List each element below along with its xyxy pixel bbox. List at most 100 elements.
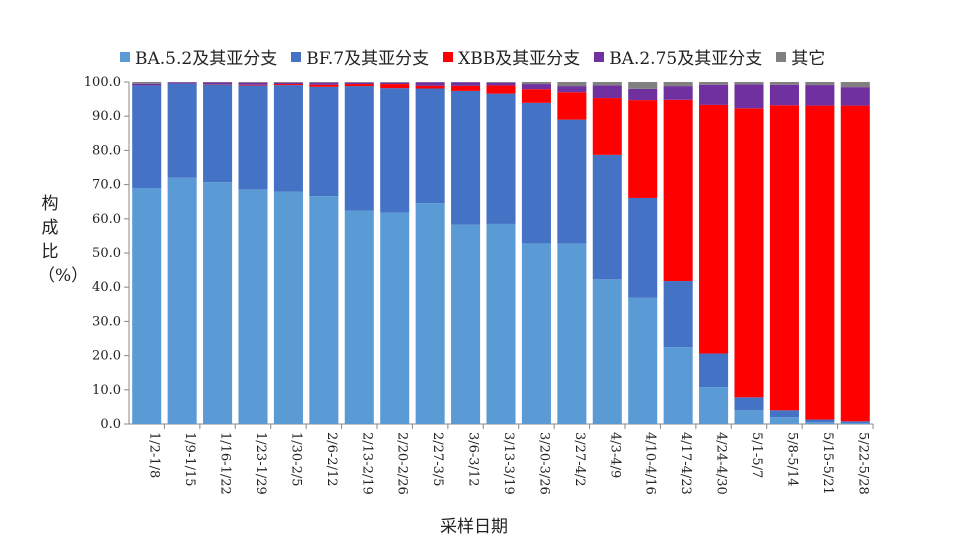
bar-segment [238,189,268,424]
bar-segment [380,82,410,83]
x-tick-label: 4/10-4/16 [643,432,658,495]
bar-segment [628,297,658,424]
bar-segment [309,84,339,87]
bar-segment [840,82,870,88]
bar-segment [415,85,445,89]
legend-swatch-other [776,51,787,62]
bar-segment [273,85,303,192]
bar-segment [734,84,764,109]
x-tick-label: 1/30-2/5 [288,432,303,487]
bar-segment [699,82,729,85]
bar-segment [628,88,658,101]
bar-segment [238,84,268,86]
y-tick-label: 70.0 [92,178,121,193]
bar-segment [769,84,799,106]
y-tick-label: 100.0 [84,75,121,90]
legend-swatch-xbb [443,51,454,62]
bar-segment [805,82,835,86]
bar-segment [380,212,410,424]
x-tick-label: 1/2-1/8 [147,432,162,478]
legend-label-xbb: XBB及其亚分支 [458,49,581,69]
bar-segment [486,85,516,94]
bar-segment [769,105,799,411]
bar-segment [415,82,445,86]
bar-segment [699,353,729,388]
legend-item-xbb: XBB及其亚分支 [443,44,580,69]
bar-segment [309,82,339,83]
bar-segment [734,108,764,398]
bar-segment [699,104,729,354]
bar-segment [344,84,374,87]
bar-segment [167,83,197,178]
bar-segment [557,92,587,120]
bar-segment [132,188,162,424]
bar-segment [592,279,622,424]
bar-segment [557,82,587,87]
x-tick-label: 3/27-4/2 [572,432,587,487]
bar-segment [380,84,410,89]
bar-segment [663,99,693,282]
bar-segment [309,82,339,85]
legend-item-ba52: BA.5.2及其亚分支 [120,44,277,69]
bar-segment [132,85,162,189]
y-tick-label: 0.0 [100,417,121,432]
bar-segment [628,82,658,89]
x-tick-label: 3/20-3/26 [536,432,551,495]
bar-segment [663,281,693,348]
bar-segment [486,93,516,224]
legend-item-ba275: BA.2.75及其亚分支 [594,44,762,69]
legend-swatch-ba52 [120,51,130,62]
legend-swatch-bf7 [291,51,302,62]
legend-swatch-ba275 [594,51,605,62]
bar-segment [167,82,197,84]
x-tick-label: 5/22-5/28 [855,432,870,495]
x-tick-label: 1/16-1/22 [218,432,233,495]
y-tick-label: 40.0 [92,280,121,295]
bar-segment [380,88,410,213]
bar-segment [238,82,268,85]
x-tick-label: 5/8-5/14 [784,432,799,487]
bar-segment [344,82,374,85]
y-tick-label: 80.0 [92,143,121,158]
y-tick-label: 60.0 [92,212,121,227]
y-tick-label: 30.0 [92,314,121,329]
bar-segment [557,86,587,93]
chart-legend: BA.5.2及其亚分支 BF.7及其亚分支 XBB及其亚分支 BA.2.75及其… [120,44,825,69]
bar-segment [592,85,622,99]
bar-segment [521,102,551,244]
bar-segment [805,85,835,106]
bar-segment [415,203,445,424]
bar-segment [203,84,233,183]
x-tick-label: 2/20-2/26 [395,432,410,495]
bar-segment [167,177,197,424]
bar-segment [380,82,410,85]
bar-segment [344,82,374,83]
x-tick-label: 3/6-3/12 [466,432,481,487]
bar-segment [521,84,551,90]
bar-segment [521,82,551,85]
x-tick-label: 1/9-1/15 [182,432,197,487]
bar-segment [309,196,339,424]
legend-label-other: 其它 [791,49,826,69]
bar-segment [273,82,303,85]
bar-segment [592,98,622,155]
bar-segment [309,86,339,197]
bar-segment [734,82,764,85]
bar-segment [592,154,622,280]
y-tick-label: 20.0 [92,349,121,364]
bar-segment [699,84,729,105]
bar-segment [273,84,303,86]
bar-segment [521,89,551,103]
bar-segment [238,85,268,190]
y-tick-label: 90.0 [92,109,121,124]
bar-segment [663,347,693,424]
x-tick-label: 5/1-5/7 [749,432,764,478]
bar-segment [415,88,445,204]
x-axis-label: 采样日期 [440,517,508,537]
legend-label-ba52: BA.5.2及其亚分支 [135,49,278,69]
bar-segment [840,87,870,106]
x-tick-label: 2/13-2/19 [359,432,374,495]
bar-segment [203,82,233,85]
bar-segment [486,82,516,86]
bar-segment [273,82,303,83]
